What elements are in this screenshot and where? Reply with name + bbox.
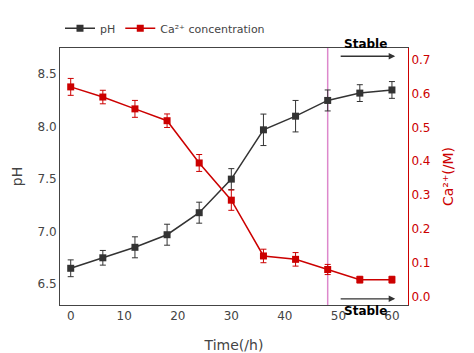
svg-text:0.4: 0.4 — [411, 154, 430, 168]
svg-text:0.6: 0.6 — [411, 87, 430, 101]
svg-text:0: 0 — [67, 309, 75, 323]
svg-text:Stable: Stable — [344, 37, 387, 51]
svg-text:0.3: 0.3 — [411, 188, 430, 202]
svg-text:0.2: 0.2 — [411, 222, 430, 236]
svg-text:Stable: Stable — [344, 304, 387, 318]
svg-text:50: 50 — [331, 309, 346, 323]
svg-text:Ca²⁺(/M): Ca²⁺(/M) — [440, 147, 456, 206]
svg-text:7.5: 7.5 — [38, 172, 57, 186]
svg-text:Time(/h): Time(/h) — [204, 337, 264, 353]
svg-text:0.5: 0.5 — [411, 121, 430, 135]
svg-text:8.5: 8.5 — [38, 67, 57, 81]
svg-text:pH: pH — [100, 23, 115, 36]
svg-text:0.0: 0.0 — [411, 290, 430, 304]
svg-text:8.0: 8.0 — [38, 120, 57, 134]
svg-text:0.1: 0.1 — [411, 256, 430, 270]
svg-text:7.0: 7.0 — [38, 225, 57, 239]
svg-text:10: 10 — [117, 309, 132, 323]
svg-text:0.7: 0.7 — [411, 53, 430, 67]
svg-text:30: 30 — [224, 309, 239, 323]
svg-text:6.5: 6.5 — [38, 277, 57, 291]
svg-text:20: 20 — [170, 309, 185, 323]
svg-text:Ca²⁺ concentration: Ca²⁺ concentration — [160, 23, 264, 36]
svg-text:pH: pH — [9, 167, 25, 186]
svg-text:40: 40 — [277, 309, 292, 323]
svg-text:60: 60 — [384, 309, 399, 323]
